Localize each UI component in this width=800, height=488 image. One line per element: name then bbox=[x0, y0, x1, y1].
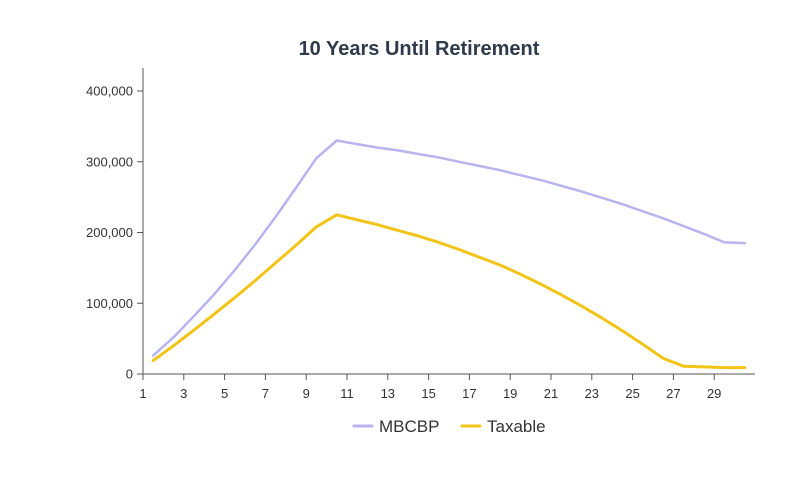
x-tick-label: 1 bbox=[139, 386, 146, 401]
x-tick-label: 13 bbox=[381, 386, 395, 401]
x-tick-label: 11 bbox=[340, 386, 354, 401]
y-tick-label: 300,000 bbox=[86, 154, 133, 169]
x-tick-label: 29 bbox=[707, 386, 721, 401]
x-tick-label: 25 bbox=[625, 386, 639, 401]
x-tick-label: 15 bbox=[421, 386, 435, 401]
y-tick-label: 100,000 bbox=[86, 296, 133, 311]
chart-title: 10 Years Until Retirement bbox=[299, 38, 540, 60]
legend-label-taxable: Taxable bbox=[487, 417, 546, 436]
x-tick-label: 5 bbox=[221, 386, 228, 401]
x-tick-label: 21 bbox=[544, 386, 558, 401]
x-tick-label: 23 bbox=[585, 386, 599, 401]
y-tick-label: 200,000 bbox=[86, 225, 133, 240]
y-tick-label: 0 bbox=[126, 367, 133, 382]
legend-label-mbcbp: MBCBP bbox=[379, 417, 439, 436]
legend: MBCBP Taxable bbox=[352, 417, 546, 436]
x-axis: 1 3 5 7 9 11 13 15 17 19 21 23 25 27 29 bbox=[139, 373, 755, 401]
x-tick-label: 3 bbox=[180, 386, 187, 401]
series-layer bbox=[151, 139, 747, 370]
x-tick-label: 17 bbox=[462, 386, 476, 401]
series-line-mbcbp bbox=[151, 139, 747, 357]
series-line-taxable bbox=[151, 213, 747, 370]
y-tick-label: 400,000 bbox=[86, 84, 133, 99]
y-axis: 0 100,000 200,000 300,000 400,000 bbox=[86, 68, 144, 382]
x-tick-label: 9 bbox=[303, 386, 310, 401]
x-tick-label: 19 bbox=[503, 386, 517, 401]
x-tick-label: 27 bbox=[666, 386, 680, 401]
x-tick-label: 7 bbox=[262, 386, 269, 401]
